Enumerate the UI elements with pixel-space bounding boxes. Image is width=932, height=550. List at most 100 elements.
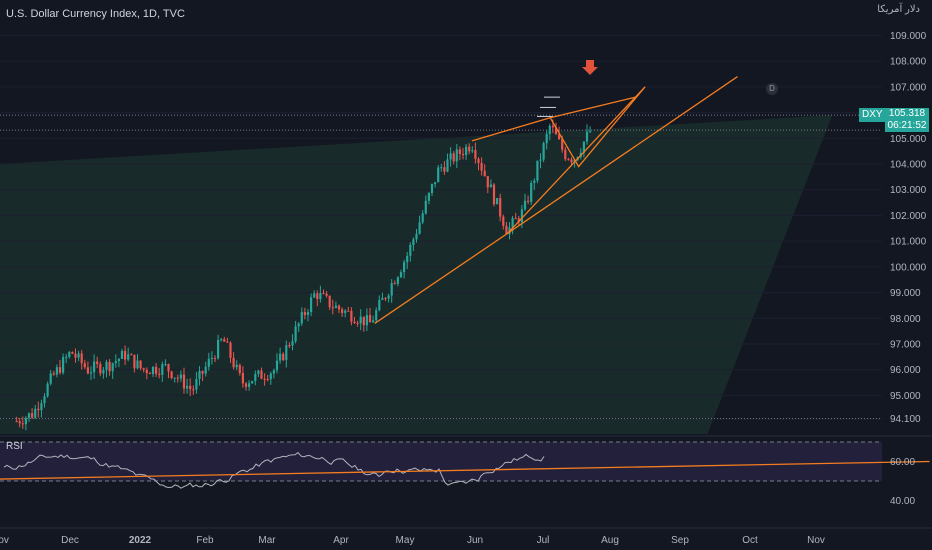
candle-body: [458, 149, 462, 154]
rsi-label[interactable]: RSI: [6, 441, 23, 452]
candle-body: [120, 350, 124, 359]
candle-body: [182, 374, 186, 389]
candle-body: [331, 307, 334, 309]
candle-body: [37, 408, 40, 411]
candle-body: [418, 222, 421, 234]
price-tick-label: 99.000: [890, 288, 921, 299]
time-axis[interactable]: Nov Dec 2022 Feb Mar Apr May Jun Jul Aug Sep Oct Nov: [0, 527, 932, 546]
candle-body: [365, 314, 369, 326]
candle-body: [248, 383, 251, 387]
price-grid: [0, 34, 882, 420]
candle-body: [492, 184, 496, 205]
time-tick-label: Nov: [807, 535, 825, 546]
candle-body: [347, 310, 350, 312]
projection-zone-shape: [0, 115, 833, 435]
candle-body: [319, 292, 322, 300]
last-price-badge: 105.318: [885, 108, 929, 120]
candle-body: [375, 310, 378, 321]
time-tick-label: Mar: [258, 535, 276, 546]
candle-body: [328, 295, 331, 308]
price-tick-label: 108.000: [890, 57, 927, 68]
candle-body: [96, 361, 99, 364]
candle-body: [117, 358, 121, 362]
candle-body: [43, 396, 46, 404]
symbol-badge: DXY: [859, 108, 886, 122]
candle-body: [465, 146, 468, 156]
candle-body: [489, 184, 493, 188]
trendline-drawings[interactable]: [374, 76, 738, 324]
candle-body: [158, 373, 161, 375]
time-tick-label: Apr: [333, 535, 349, 546]
candle-body: [517, 218, 520, 223]
candle-body: [31, 413, 34, 418]
candle-body: [294, 326, 297, 342]
price-tick-label: 94.100: [890, 414, 921, 425]
candle-body: [344, 310, 347, 313]
candle-body: [223, 339, 226, 342]
price-tick-label: 104.000: [890, 160, 927, 171]
time-tick-label: 2022: [129, 535, 152, 546]
candle-body: [204, 366, 207, 374]
horizontal-levels: [0, 114, 882, 420]
time-tick-label: Oct: [742, 535, 758, 546]
candle-body: [533, 180, 536, 183]
candle-body: [275, 360, 279, 371]
candle-body: [192, 389, 195, 391]
candle-body: [527, 200, 530, 202]
candle-body: [167, 364, 170, 372]
time-tick-label: Sep: [671, 535, 689, 546]
time-tick-label: Jul: [537, 535, 550, 546]
candle-body: [213, 358, 217, 360]
candle-body: [440, 167, 443, 169]
candle-body: [151, 366, 155, 375]
candle-body: [99, 363, 102, 374]
candle-body: [434, 182, 437, 185]
candle-body: [499, 198, 502, 217]
candle-body: [210, 358, 214, 360]
candle-body: [390, 283, 393, 296]
price-tick-label: 95.000: [890, 391, 921, 402]
drawing-marker[interactable]: D: [766, 83, 778, 95]
candle-body: [272, 370, 276, 374]
rsi-axis[interactable]: 60.00 40.00: [890, 457, 915, 507]
candle-body: [300, 312, 303, 324]
candle-body: [164, 364, 167, 366]
candle-body: [77, 353, 80, 358]
candle-body: [341, 309, 344, 313]
candle-body: [474, 150, 477, 159]
candle-body: [585, 131, 589, 142]
candle-body: [89, 372, 93, 374]
rsi-pane: [0, 435, 932, 489]
candle-body: [384, 298, 387, 300]
candle-body: [406, 255, 409, 263]
time-tick-label: Dec: [61, 535, 79, 546]
candle-body: [427, 192, 431, 201]
candle-body: [496, 198, 499, 205]
candle-body: [313, 293, 316, 298]
candle-body: [399, 272, 403, 278]
candle-body: [316, 293, 319, 300]
candle-body: [58, 367, 62, 373]
candle-body: [80, 353, 83, 364]
candle-body: [266, 379, 269, 381]
candle-body: [282, 353, 285, 361]
candle-body: [260, 370, 263, 379]
candle-body: [235, 364, 238, 368]
candle-body: [189, 385, 192, 390]
candle-body: [455, 149, 458, 162]
candlestick-series: [15, 96, 592, 431]
candle-body: [21, 423, 24, 425]
channel-line: [507, 76, 738, 234]
candle-body: [437, 167, 440, 183]
candle-body: [52, 373, 55, 375]
candle-body: [452, 153, 455, 162]
candle-body: [232, 357, 235, 368]
candle-body: [263, 378, 266, 380]
countdown-badge: 06:21:52: [885, 120, 929, 132]
candle-body: [424, 200, 427, 214]
candle-body: [111, 363, 114, 372]
candle-body: [186, 385, 189, 389]
candle-body: [195, 379, 198, 390]
candle-body: [523, 200, 527, 210]
